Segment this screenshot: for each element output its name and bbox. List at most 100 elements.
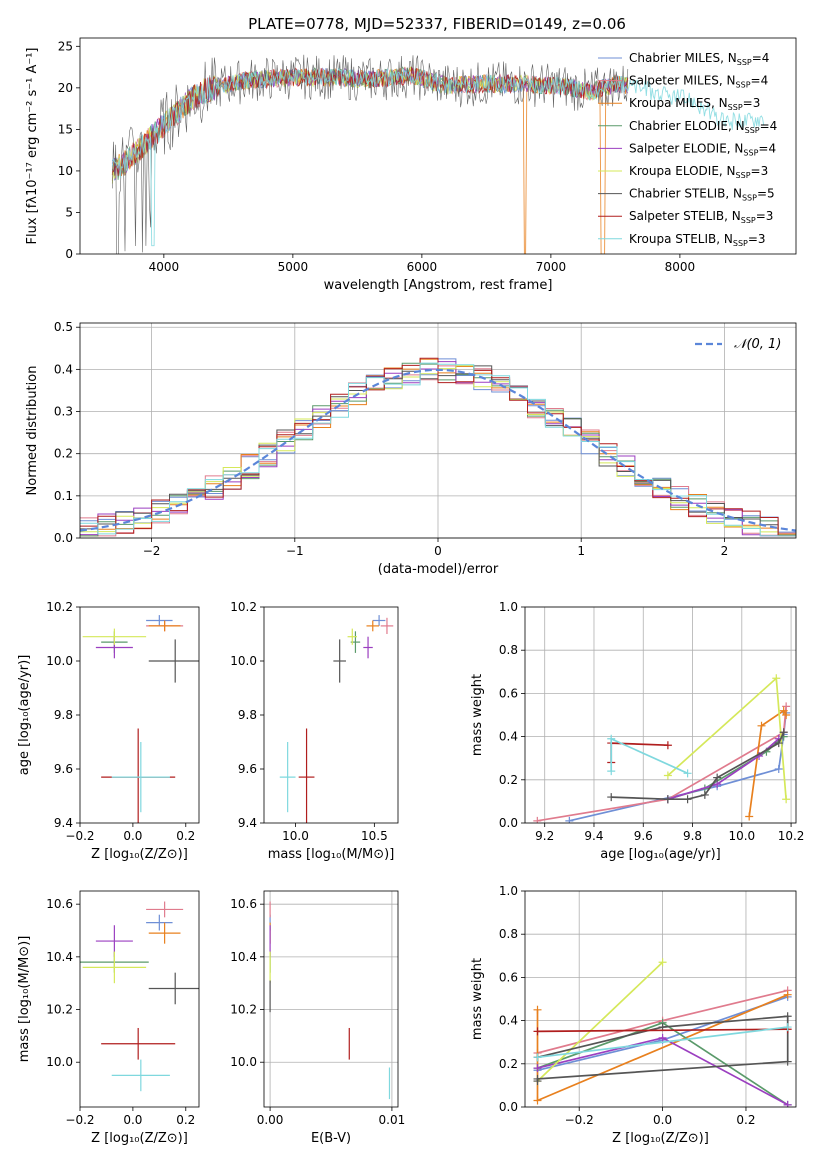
data-point xyxy=(82,628,147,645)
spectrum-series-line xyxy=(112,66,629,177)
x-tick-label: 8000 xyxy=(665,260,696,274)
panel-age-vs-metallicity: −0.2 0.0 0.2 9.4 9.6 9.8 10.0 10.2 Z [log₁₀(Z/Z⊙… xyxy=(17,600,200,862)
weight-series-line xyxy=(667,676,787,800)
y-axis-label: age [log₁₀(age/yr)] xyxy=(17,655,32,776)
data-point xyxy=(148,922,181,944)
data-point xyxy=(148,639,199,683)
normal-curve xyxy=(80,368,796,532)
axes-frame xyxy=(524,890,797,1108)
legend-subscript: SSP xyxy=(741,216,756,225)
errorbar-points xyxy=(82,615,199,823)
y-axis-label: mass weight xyxy=(470,674,485,756)
legend-suffix: =4 xyxy=(758,141,776,155)
y-tick-label: 0.8 xyxy=(499,927,518,941)
data-point xyxy=(111,742,170,813)
x-axis-label: E(B-V) xyxy=(311,1131,351,1146)
weight-marker xyxy=(683,795,692,804)
x-tick-label: 9.4 xyxy=(584,829,603,843)
legend-label: Salpeter ELODIE, NSSP=4 xyxy=(629,141,776,157)
legend-suffix: =3 xyxy=(751,164,769,178)
weight-series-line xyxy=(536,961,664,1082)
x-tick-label: 0.01 xyxy=(379,1113,406,1127)
y-tick-label: 10.4 xyxy=(230,950,257,964)
x-axis-label: age [log₁₀(age/yr)] xyxy=(600,847,721,862)
panel-spectrum: 4000 5000 6000 7000 8000 0 5 10 15 20 25 wavelength… xyxy=(25,37,797,293)
y-tick-label: 10 xyxy=(58,164,73,178)
legend-label: 𝒩(0, 1) xyxy=(734,337,781,352)
weight-marker xyxy=(783,990,792,999)
y-tick-label: 10.2 xyxy=(46,600,73,614)
x-tick-label: 1 xyxy=(577,544,585,558)
data-point xyxy=(95,925,133,957)
x-tick-label: 0.0 xyxy=(123,829,142,843)
y-tick-label: 9.4 xyxy=(238,816,257,830)
weight-marker xyxy=(533,816,542,823)
x-tick-label: 10.0 xyxy=(728,829,755,843)
legend-label: Chabrier ELODIE, NSSP=4 xyxy=(629,119,777,135)
weight-marker xyxy=(783,1100,792,1107)
y-tick-label: 0.4 xyxy=(499,730,518,744)
x-tick-label: 6000 xyxy=(407,260,438,274)
x-tick-label: −1 xyxy=(286,544,304,558)
errorbar-points xyxy=(269,901,391,1100)
weight-marker xyxy=(783,1057,792,1066)
x-tick-label: 0.00 xyxy=(257,1113,284,1127)
weight-series-line xyxy=(667,738,780,801)
weight-marker xyxy=(779,728,788,737)
axes-frame xyxy=(524,606,797,824)
y-tick-label: 0.8 xyxy=(499,643,518,657)
weight-marker xyxy=(783,1023,792,1032)
y-tick-label: 25 xyxy=(58,39,73,53)
panel-mass-vs-extinction: 0.00 0.01 10.0 10.2 10.4 10.6 E(B-V) xyxy=(230,890,406,1146)
legend-subscript: SSP xyxy=(745,126,760,135)
weight-lines xyxy=(533,958,792,1107)
spectrum-lines xyxy=(111,54,765,254)
legend-suffix: =3 xyxy=(743,96,761,110)
y-tick-label: 9.8 xyxy=(238,708,257,722)
legend-label: Salpeter STELIB, NSSP=3 xyxy=(629,209,773,225)
y-tick-label: 10.2 xyxy=(230,1003,257,1017)
x-tick-label: 7000 xyxy=(536,260,567,274)
y-tick-label: 0.6 xyxy=(499,686,518,700)
weight-marker xyxy=(663,795,672,804)
data-point xyxy=(146,901,184,918)
weight-marker xyxy=(782,795,791,804)
weight-marker xyxy=(779,706,788,715)
weight-series-line xyxy=(611,731,785,801)
legend-suffix: =3 xyxy=(756,209,774,223)
y-tick-label: 9.6 xyxy=(54,762,73,776)
weight-marker xyxy=(772,674,781,683)
x-tick-label: 0.2 xyxy=(176,829,195,843)
y-tick-label: 10.2 xyxy=(230,600,257,614)
weight-marker xyxy=(607,734,616,743)
y-tick-label: 0.2 xyxy=(54,447,73,461)
legend-subscript: SSP xyxy=(737,58,752,67)
axes-frame xyxy=(79,37,797,255)
data-point xyxy=(380,617,394,634)
legend-suffix: =4 xyxy=(760,119,778,133)
weight-series-line xyxy=(537,1028,788,1033)
weight-marker xyxy=(757,721,766,730)
weight-lines xyxy=(533,674,791,823)
y-tick-label: 10.0 xyxy=(46,654,73,668)
legend-suffix: =5 xyxy=(757,187,775,201)
data-point xyxy=(148,972,199,1005)
y-tick-label: 9.6 xyxy=(238,762,257,776)
weight-marker xyxy=(607,767,616,776)
data-point xyxy=(333,639,346,683)
weight-marker xyxy=(533,1005,542,1014)
data-point xyxy=(148,620,181,632)
y-tick-label: 5 xyxy=(65,205,73,219)
y-tick-label: 0.3 xyxy=(54,405,73,419)
spectrum-legend: Chabrier MILES, NSSP=4 Salpeter MILES, NS… xyxy=(598,51,777,248)
x-tick-label: 4000 xyxy=(149,260,180,274)
y-axis-label: mass [log₁₀(M/M⊙)] xyxy=(17,936,32,1063)
y-tick-label: 0 xyxy=(65,247,73,261)
panel-mass-vs-metallicity: −0.2 0.0 0.2 10.0 10.2 10.4 10.6 Z [log₁₀(Z/Z⊙)… xyxy=(17,890,200,1146)
x-tick-label: 0.2 xyxy=(736,1113,755,1127)
legend-label: Kroupa ELODIE, NSSP=3 xyxy=(629,164,768,180)
weight-marker xyxy=(774,765,783,773)
errorbar-points xyxy=(279,615,394,823)
weight-marker xyxy=(533,1074,542,1083)
